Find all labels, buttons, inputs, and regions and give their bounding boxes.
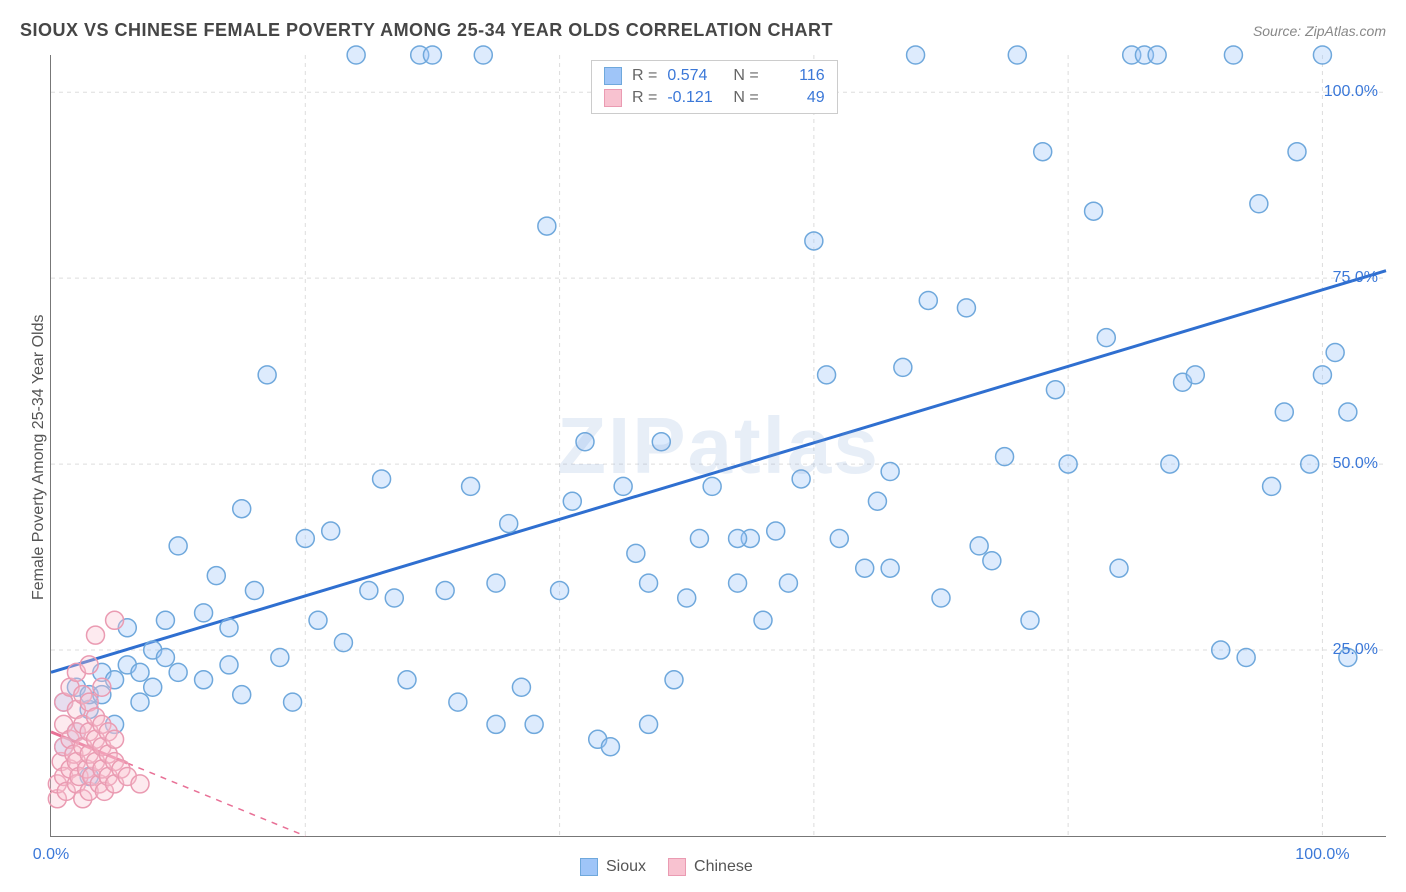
x-tick-label: 100.0% (1295, 846, 1349, 864)
scatter-svg (51, 55, 1386, 836)
source-name: ZipAtlas.com (1305, 23, 1386, 39)
bottom-legend: Sioux Chinese (580, 858, 753, 876)
stat-r-label: R = (632, 67, 657, 85)
legend-label: Sioux (606, 858, 646, 876)
y-tick-label: 25.0% (1333, 641, 1378, 659)
source-attribution: Source: ZipAtlas.com (1253, 23, 1386, 39)
chart-title: SIOUX VS CHINESE FEMALE POVERTY AMONG 25… (20, 20, 833, 41)
y-tick-label: 75.0% (1333, 269, 1378, 287)
stat-n-value: 49 (769, 89, 825, 107)
stat-n-label: N = (733, 67, 758, 85)
stat-legend: R = 0.574 N = 116 R = -0.121 N = 49 (591, 60, 838, 114)
legend-swatch (604, 89, 622, 107)
stat-legend-row: R = 0.574 N = 116 (600, 65, 829, 87)
bottom-legend-item: Sioux (580, 858, 646, 876)
y-tick-label: 50.0% (1333, 455, 1378, 473)
plot-area: ZIPatlas R =0.574N =116R =-0.121N =49 25… (50, 55, 1386, 837)
stat-n-value: 116 (769, 67, 825, 85)
stat-r-value: 0.574 (667, 67, 723, 85)
stat-r-value: -0.121 (667, 89, 723, 107)
y-tick-label: 100.0% (1324, 83, 1378, 101)
source-prefix: Source: (1253, 23, 1305, 39)
legend-swatch (604, 67, 622, 85)
stat-legend-row: R = -0.121 N = 49 (600, 87, 829, 109)
y-axis-label: Female Poverty Among 25-34 Year Olds (30, 315, 48, 601)
legend-label: Chinese (694, 858, 753, 876)
stat-r-label: R = (632, 89, 657, 107)
legend-swatch (668, 858, 686, 876)
legend-swatch (580, 858, 598, 876)
title-bar: SIOUX VS CHINESE FEMALE POVERTY AMONG 25… (20, 20, 1386, 41)
bottom-legend-item: Chinese (668, 858, 753, 876)
stat-n-label: N = (733, 89, 758, 107)
x-tick-label: 0.0% (33, 846, 69, 864)
